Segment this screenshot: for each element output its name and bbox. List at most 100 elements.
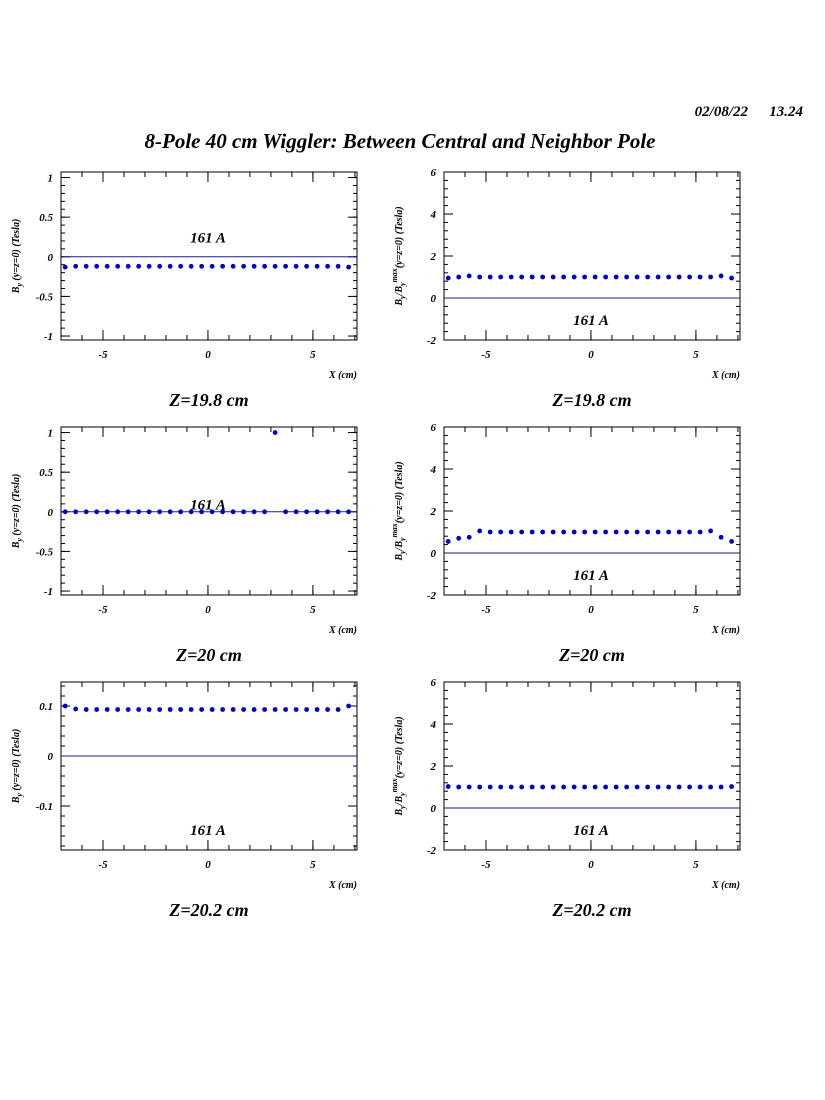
annotation: 161 A [190,497,226,513]
data-point [178,509,184,515]
data-point [550,784,556,790]
chart-panel: -5 0 5 -1 -0.5 0 0.5 1 161 A X (cm) Z=19.8 cm By (y… [11,171,358,410]
data-point [487,274,493,280]
plot-frame [60,426,358,596]
data-point [487,529,493,535]
data-point [304,263,310,269]
chart-panel: -5 0 5 -0.1 0 0.1 161 A X (cm) Z=20.2 cm By (y=z=… [11,681,358,920]
data-point [645,274,651,280]
data-point [83,263,89,269]
x-tick-label: 5 [310,604,316,616]
data-point [466,534,472,540]
y-tick-label: -2 [427,335,437,347]
data-point [262,263,268,269]
data-point [550,529,556,535]
y-axis-label: By (y=z=0) (Tesla) [11,729,24,805]
data-point [592,784,598,790]
y-axis-label-part: (y=z=0) (Tesla) [394,461,405,523]
y-tick-label: 0 [48,507,54,519]
data-point [325,263,331,269]
data-point [477,274,483,280]
data-point [293,707,299,712]
data-point [304,509,310,515]
data-point [687,529,693,535]
data-point [262,707,268,712]
x-tick-label: 0 [588,604,594,616]
data-point [477,528,483,534]
data-point [571,784,577,790]
data-point [188,707,194,712]
data-point [445,784,451,789]
data-point [519,784,525,790]
y-axis-label-part: (y=z=0) (Tesla) [11,729,22,793]
data-point [251,509,257,515]
data-point [178,707,184,712]
y-tick-label: 0 [48,751,54,763]
y-axis-label: By/Bymax(y=z=0) (Tesla) [390,461,407,561]
data-point [729,275,735,281]
y-axis-label-part: B [394,809,405,817]
y-axis-label-part: B [11,286,22,294]
data-point [188,263,194,269]
data-point [272,707,278,712]
x-axis-label: X (cm) [711,880,740,891]
data-point [335,263,341,269]
data-point [697,784,703,790]
data-point [220,509,226,515]
data-point [687,274,693,280]
data-point [251,263,257,269]
data-point [188,509,194,515]
panel-title: Z=20.2 cm [551,900,631,920]
data-point [613,529,619,535]
y-tick-label: 2 [430,251,437,263]
y-axis-label-part: B [11,796,22,804]
y-tick-label: 0 [48,252,54,264]
data-point [83,509,89,515]
data-point [666,784,672,790]
data-point [519,529,525,535]
data-point [655,274,661,280]
data-point [477,784,483,790]
annotation: 161 A [190,823,226,839]
data-point [167,509,173,515]
data-point [167,263,173,269]
x-tick-label: 5 [310,859,316,871]
panel-title: Z=19.8 cm [551,390,631,410]
y-tick-label: 4 [430,719,437,731]
x-tick-label: 5 [310,349,316,361]
y-tick-label: 0.5 [39,212,53,224]
data-point [445,539,451,544]
annotation: 161 A [190,231,226,247]
data-point [230,263,236,269]
y-axis-label-part: B [11,541,22,549]
data-point [125,509,131,515]
data-point [325,509,331,515]
data-point [335,707,341,712]
x-tick-label: 5 [693,604,699,616]
data-point [136,707,142,712]
data-point [603,529,609,535]
data-point [456,784,462,790]
chart-panel: -5 0 5 -1 -0.5 0 0.5 1 161 A X (cm) Z=20 cm By (y=z… [11,426,358,665]
data-point [498,274,504,280]
data-point [540,274,546,280]
y-tick-label: 0 [431,803,437,815]
data-point [561,784,567,790]
y-tick-label: 1 [48,428,54,440]
y-axis-label-part: (y=z=0) (Tesla) [11,219,22,283]
date: 02/08/22 [695,104,749,120]
data-point [676,529,682,535]
data-point [325,707,331,712]
data-point [697,274,703,280]
y-axis-label-part: y [398,537,407,542]
x-tick-label: 5 [693,349,699,361]
y-axis-label-part: (y=z=0) (Tesla) [394,206,405,268]
data-point [508,784,514,790]
y-tick-label: 0.1 [39,701,53,713]
data-point [146,707,152,712]
data-point [729,539,735,544]
panel-title: Z=20 cm [175,645,242,665]
data-point [582,274,588,280]
data-point [519,274,525,280]
data-point [346,264,352,270]
